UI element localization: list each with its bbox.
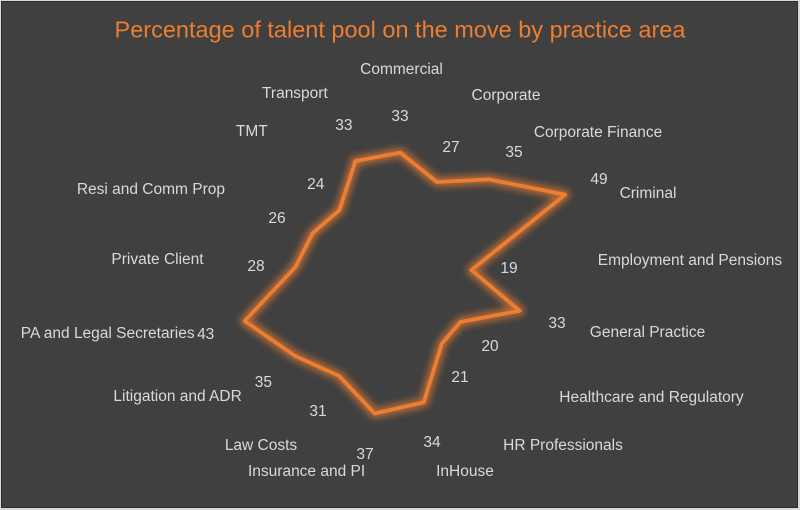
svg-text:33: 33	[335, 117, 352, 134]
svg-text:Resi and Comm Prop: Resi and Comm Prop	[77, 181, 225, 198]
svg-text:37: 37	[356, 446, 373, 463]
svg-text:34: 34	[423, 434, 441, 451]
svg-text:27: 27	[442, 139, 459, 156]
svg-text:19: 19	[500, 260, 517, 277]
svg-text:49: 49	[590, 171, 607, 188]
svg-text:Commercial: Commercial	[360, 61, 443, 78]
svg-text:Healthcare and Regulatory: Healthcare and Regulatory	[559, 389, 744, 406]
svg-text:26: 26	[268, 210, 285, 227]
svg-text:31: 31	[309, 403, 326, 420]
svg-text:Private Client: Private Client	[111, 251, 204, 268]
svg-text:Employment and Pensions: Employment and Pensions	[598, 252, 783, 269]
svg-text:General Practice: General Practice	[590, 324, 705, 341]
svg-text:InHouse: InHouse	[436, 463, 494, 480]
svg-text:21: 21	[451, 369, 468, 386]
svg-text:Percentage of talent pool on t: Percentage of talent pool on the move by…	[115, 17, 687, 43]
svg-text:33: 33	[391, 108, 408, 125]
svg-text:PA and Legal Secretaries: PA and Legal Secretaries	[21, 325, 195, 342]
svg-text:24: 24	[307, 176, 325, 193]
svg-text:20: 20	[481, 338, 499, 355]
svg-text:Corporate Finance: Corporate Finance	[534, 124, 662, 141]
svg-text:Criminal: Criminal	[620, 185, 677, 202]
svg-text:HR Professionals: HR Professionals	[503, 437, 623, 454]
svg-text:35: 35	[255, 374, 272, 391]
svg-text:Corporate: Corporate	[472, 87, 541, 104]
svg-text:Law Costs: Law Costs	[225, 437, 298, 454]
svg-text:28: 28	[247, 258, 264, 275]
svg-text:Insurance and PI: Insurance and PI	[248, 463, 365, 480]
svg-text:TMT: TMT	[236, 123, 268, 140]
svg-text:43: 43	[197, 326, 214, 343]
svg-text:35: 35	[505, 144, 522, 161]
svg-text:Transport: Transport	[262, 85, 328, 102]
svg-text:33: 33	[548, 315, 565, 332]
svg-text:Litigation and ADR: Litigation and ADR	[113, 388, 241, 405]
